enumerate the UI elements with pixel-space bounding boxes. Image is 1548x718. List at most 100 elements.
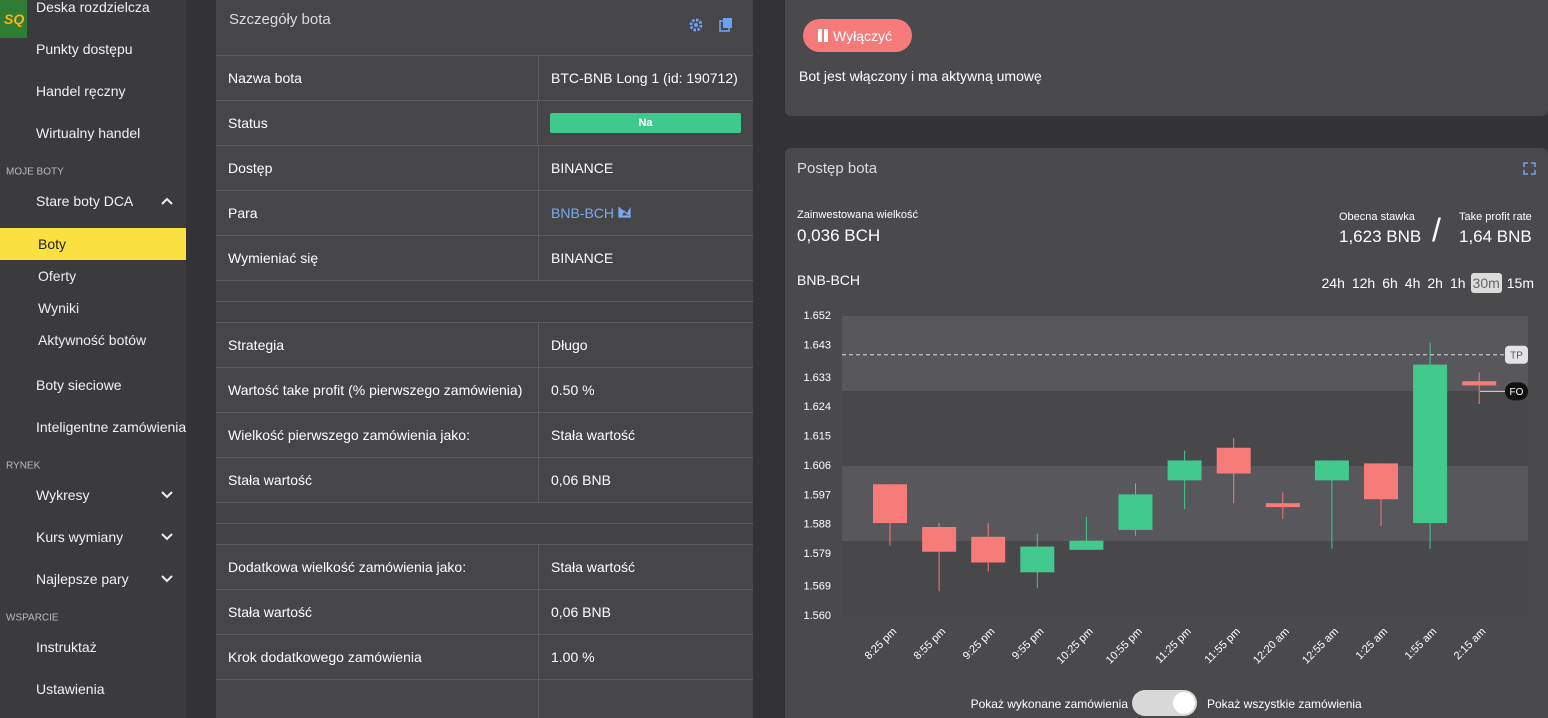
menu-item[interactable]: Handel ręczny <box>36 83 126 99</box>
value-text: Stała wartość <box>551 427 636 443</box>
pair-link[interactable]: BNB-BCH <box>551 205 615 221</box>
timeframe-button[interactable]: 1h <box>1449 275 1466 291</box>
price-tag-label: FO <box>1510 387 1524 398</box>
timeframe-button[interactable]: 30m <box>1470 273 1502 293</box>
menu-item[interactable]: Punkty dostępu <box>36 41 133 57</box>
chart-icon[interactable] <box>618 206 632 218</box>
value-text: BINANCE <box>551 250 614 266</box>
candle-body <box>1020 546 1055 573</box>
timeframes: 24h 12h 6h 4h 2h 1h 30m 15m <box>1320 273 1537 293</box>
logo[interactable]: SQ <box>0 0 27 38</box>
x-tick-label: 8:55 pm <box>912 626 949 663</box>
toggle[interactable] <box>1132 690 1197 716</box>
control-panel: Wyłączyć Bot jest włączony i ma aktywną … <box>785 0 1548 116</box>
detail-value: 1.00 % <box>539 635 753 679</box>
detail-value: 0,06 BNB <box>539 590 753 634</box>
chevron-shape <box>161 491 173 499</box>
value-text: Długo <box>551 337 588 353</box>
x-tick-label: 8:25 pm <box>863 626 900 663</box>
y-tick-label: 1.615 <box>803 431 831 443</box>
toggle-right-label: Pokaż wszystkie zamówienia <box>1207 697 1362 711</box>
detail-label: Wartość take profit (% pierwszego zamówi… <box>216 368 539 412</box>
menu-item[interactable]: Kurs wymiany <box>36 529 124 545</box>
chevron[interactable] <box>161 533 173 541</box>
spacer <box>216 302 753 323</box>
timeframe-button[interactable]: 6h <box>1382 275 1398 291</box>
detail-label: Dostęp <box>216 146 539 190</box>
chevron-shape <box>161 197 173 205</box>
price-tag <box>1505 382 1528 401</box>
separator: / <box>1432 212 1441 248</box>
detail-label: Para <box>216 191 539 235</box>
detail-label: Dodatkowa wielkość zamówienia jako: <box>216 545 539 589</box>
candle-body <box>1413 364 1448 524</box>
menu-section-title: MOJE BOTY <box>6 166 64 178</box>
pair: BNB-BCH <box>797 272 861 288</box>
menu-item[interactable]: Deska rozdzielcza <box>36 0 150 15</box>
detail-value: Długo <box>539 323 753 367</box>
detail-row: Wielkość pierwszego zamówienia jako: Stał… <box>216 413 753 458</box>
x-tick-label: 12:20 am <box>1251 626 1292 667</box>
submenu-item[interactable]: Wyniki <box>38 300 80 316</box>
invested-label: Zainwestowana wielkość <box>797 209 919 221</box>
timeframe-button[interactable]: 12h <box>1351 275 1376 291</box>
detail-value: Stała wartość <box>539 413 753 457</box>
price-tag <box>1505 345 1528 364</box>
detail-row: Status Na <box>216 101 753 146</box>
button-label: Wyłączyć <box>833 28 892 44</box>
y-tick-label: 1.624 <box>803 401 831 413</box>
timeframe-button[interactable]: 15m <box>1506 275 1534 291</box>
menu-item[interactable]: Instruktaż <box>36 639 97 655</box>
detail-row: Stała wartość 0,06 BNB <box>216 458 753 503</box>
submenu-item[interactable]: Oferty <box>38 268 77 284</box>
candle-body <box>1069 540 1104 550</box>
submenu-item[interactable]: Aktywność botów <box>38 332 147 348</box>
toggle-left-label: Pokaż wykonane zamówienia <box>970 697 1128 711</box>
detail-value: 0.50 % <box>539 368 753 412</box>
chevron[interactable] <box>161 197 173 205</box>
settings-icon[interactable] <box>688 17 704 33</box>
chevron[interactable] <box>161 491 173 499</box>
candle-body <box>1167 460 1202 481</box>
detail-label: Status <box>216 101 538 145</box>
logo-text: SQ <box>4 11 25 27</box>
detail-label: Wielkość pierwszego zamówienia jako: <box>216 413 539 457</box>
detail-row <box>216 680 753 718</box>
menu-item[interactable]: Stare boty DCA <box>36 193 134 209</box>
detail-row: Strategia Długo <box>216 323 753 368</box>
chevron-shape <box>161 533 173 541</box>
menu-item[interactable]: Boty sieciowe <box>36 377 122 393</box>
y-tick-label: 1.569 <box>803 581 831 593</box>
timeframe-button[interactable]: 4h <box>1404 275 1421 291</box>
copy-icon[interactable] <box>718 16 734 32</box>
value-text: 0,06 BNB <box>551 472 611 488</box>
timeframe-button[interactable]: 2h <box>1427 275 1443 291</box>
status-badge: Na <box>550 113 741 133</box>
detail-value: BINANCE <box>539 146 753 190</box>
menu-item[interactable]: Wykresy <box>36 487 90 503</box>
menu-item[interactable]: Najlepsze pary <box>36 571 129 587</box>
rate-label: Obecna stawka <box>1339 211 1415 223</box>
menu-item[interactable]: Wirtualny handel <box>36 125 141 141</box>
x-tick-label: 9:25 pm <box>961 626 998 663</box>
sidebar: SQ Deska rozdzielcza Punkty dostępu Handel… <box>0 0 186 718</box>
detail-label: Nazwa bota <box>216 56 539 100</box>
panel-header: Szczegóły bota <box>216 0 753 56</box>
x-tick-label: 1:55 am <box>1403 626 1440 663</box>
submenu-item[interactable]: Boty <box>38 236 67 252</box>
detail-label: Stała wartość <box>216 590 539 634</box>
detail-label: Stała wartość <box>216 458 539 502</box>
y-tick-label: 1.597 <box>803 489 831 501</box>
tp-label: Take profit rate <box>1459 211 1532 223</box>
active-highlight <box>0 228 186 260</box>
menu-item[interactable]: Ustawienia <box>36 681 105 697</box>
panel-title: Szczegóły bota <box>229 11 331 28</box>
menu-item[interactable]: Inteligentne zamówienia <box>36 419 187 435</box>
expand-icon[interactable] <box>1523 162 1536 175</box>
stop-button[interactable]: Wyłączyć <box>803 19 912 52</box>
price-tag-label: TP <box>1510 350 1523 361</box>
chevron[interactable] <box>161 575 173 583</box>
timeframe-button[interactable]: 24h <box>1321 275 1345 291</box>
detail-row: Krok dodatkowego zamówienia 1.00 % <box>216 635 753 680</box>
value-text: 0,06 BNB <box>551 604 611 620</box>
